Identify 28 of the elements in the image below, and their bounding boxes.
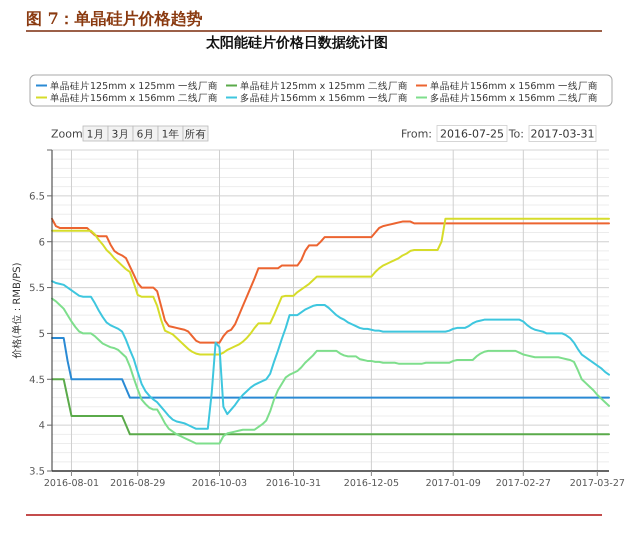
x-tick-label: 2016-08-01	[44, 478, 100, 489]
x-tick-label: 2016-10-31	[266, 478, 322, 489]
annotation: 3月	[108, 126, 134, 142]
annotation: From:	[401, 128, 432, 140]
x-tick-label: 2017-01-09	[426, 478, 481, 489]
annotation: 2017-03-31	[528, 125, 596, 142]
annotation: 2016-07-25	[436, 125, 508, 142]
y-tick-label: 6.5	[29, 191, 45, 202]
annotation: 1年	[158, 126, 184, 142]
annotation: 1月	[82, 126, 108, 142]
y-tick-label: 5.5	[29, 283, 45, 294]
y-tick-label: 4	[38, 420, 45, 432]
y-tick-label: 5	[38, 329, 45, 340]
subtitle: 太阳能硅片价格日数据统计图	[206, 35, 388, 51]
y-axis-title: 价格(单位：RMB/PS)	[11, 262, 23, 360]
annotation: Zoom	[51, 128, 83, 140]
x-tick-label: 2016-12-05	[344, 478, 400, 489]
y-tick-label: 4.5	[29, 374, 45, 386]
x-tick-label: 2017-03-27	[570, 478, 625, 489]
x-tick-label: 2016-08-29	[110, 478, 166, 489]
x-tick-label: 2017-02-27	[496, 478, 551, 489]
title: 图 7：单晶硅片价格趋势	[26, 9, 203, 28]
y-tick-label: 6	[38, 237, 45, 248]
x-tick-label: 2016-10-03	[192, 478, 248, 489]
annotation: 6月	[132, 126, 158, 142]
y-tick-label: 3.5	[29, 466, 45, 478]
annotation: To:	[508, 128, 524, 140]
annotation: 所有	[182, 126, 208, 142]
